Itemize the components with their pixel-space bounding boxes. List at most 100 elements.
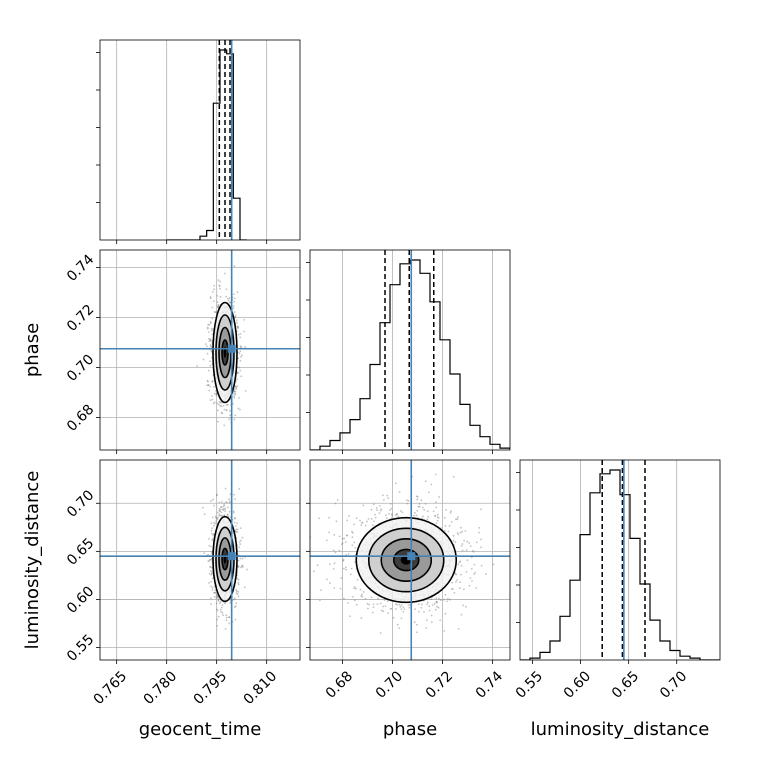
- panel-frame-luminosity_distance: [519, 459, 721, 661]
- sample-point: [234, 392, 237, 395]
- sample-point: [217, 600, 220, 602]
- sample-point: [219, 508, 222, 511]
- sample-point: [225, 409, 228, 412]
- sample-point: [206, 326, 209, 329]
- sample-point: [462, 604, 464, 607]
- sample-point: [425, 619, 428, 621]
- sample-point: [399, 605, 402, 608]
- sample-point: [236, 378, 238, 381]
- histogram-step-luminosity_distance: [520, 469, 720, 660]
- sample-point: [446, 600, 448, 603]
- sample-point: [239, 557, 242, 560]
- sample-point: [353, 541, 356, 544]
- sample-point: [313, 570, 315, 573]
- sample-point: [217, 409, 219, 412]
- sample-point: [436, 601, 438, 604]
- sample-point: [362, 591, 365, 593]
- sample-point: [343, 567, 345, 570]
- sample-point: [389, 503, 392, 505]
- ytick-label-luminosity_distance: 0.65: [64, 535, 97, 568]
- density-peak: [223, 347, 227, 358]
- sample-point: [418, 610, 420, 613]
- sample-point: [438, 597, 440, 600]
- sample-point: [352, 532, 354, 534]
- sample-point: [472, 549, 474, 552]
- sample-point: [237, 559, 240, 562]
- sample-point: [367, 607, 369, 610]
- sample-point: [222, 509, 225, 512]
- sample-point: [360, 522, 363, 524]
- sample-point: [386, 600, 389, 603]
- sample-point: [398, 491, 401, 493]
- sample-point: [229, 493, 232, 496]
- sample-point: [426, 603, 429, 606]
- sample-point: [319, 599, 321, 602]
- sample-point: [206, 345, 208, 348]
- sample-point: [402, 611, 405, 613]
- sample-point: [214, 591, 217, 594]
- sample-point: [228, 498, 231, 501]
- sample-point: [211, 572, 213, 575]
- sample-point: [478, 526, 481, 529]
- panel-geocent_time-phase: [100, 231, 300, 450]
- sample-point: [414, 608, 416, 611]
- sample-point: [208, 572, 211, 575]
- sample-point: [211, 290, 214, 293]
- sample-point: [216, 518, 219, 521]
- sample-point: [398, 627, 401, 629]
- sample-point: [210, 571, 213, 574]
- sample-point: [465, 605, 467, 608]
- sample-point: [224, 487, 227, 490]
- sample-point: [211, 589, 214, 591]
- sample-point: [464, 530, 467, 532]
- sample-point: [423, 508, 425, 511]
- xtick-label-geocent_time: 0.795: [191, 668, 231, 708]
- sample-point: [407, 604, 410, 606]
- ylabel-luminosity_distance: luminosity_distance: [22, 471, 43, 650]
- sample-point: [234, 618, 237, 621]
- sample-point: [444, 612, 447, 615]
- sample-point: [343, 597, 345, 600]
- panel-frame-geocent_time: [99, 39, 301, 241]
- sample-point: [218, 513, 221, 516]
- sample-point: [217, 615, 220, 618]
- sample-point: [480, 538, 482, 541]
- sample-point: [454, 572, 457, 575]
- sample-point: [209, 565, 211, 568]
- sample-point: [372, 503, 375, 506]
- sample-point: [235, 531, 238, 533]
- xlabel-luminosity_distance: luminosity_distance: [531, 719, 710, 740]
- sample-point: [459, 560, 462, 563]
- sample-point: [435, 601, 437, 603]
- sample-point: [445, 509, 447, 511]
- sample-point: [364, 597, 367, 600]
- sample-point: [234, 316, 237, 319]
- sample-point: [233, 418, 236, 421]
- sample-point: [210, 574, 213, 576]
- sample-point: [238, 488, 241, 490]
- sample-point: [211, 395, 213, 397]
- sample-point: [480, 564, 483, 567]
- panel-phase-hist: [306, 250, 510, 450]
- sample-point: [219, 506, 222, 508]
- panel-phase-luminosity_distance: [310, 460, 510, 660]
- sample-point: [436, 516, 439, 518]
- sample-point: [353, 586, 356, 588]
- sample-point: [471, 580, 473, 582]
- sample-point: [209, 385, 211, 388]
- sample-point: [385, 517, 388, 520]
- sample-point: [370, 518, 373, 520]
- sample-point: [207, 327, 209, 330]
- sample-point: [208, 337, 210, 340]
- sample-point: [353, 599, 356, 602]
- contour-outer: [212, 301, 238, 404]
- sample-point: [380, 609, 383, 612]
- sample-point: [233, 265, 236, 268]
- sample-point: [457, 628, 460, 630]
- sample-point: [210, 327, 213, 330]
- sample-point: [218, 508, 221, 510]
- sample-point: [213, 231, 215, 233]
- sample-point: [470, 568, 473, 570]
- sample-point: [216, 595, 219, 597]
- sample-point: [378, 512, 381, 514]
